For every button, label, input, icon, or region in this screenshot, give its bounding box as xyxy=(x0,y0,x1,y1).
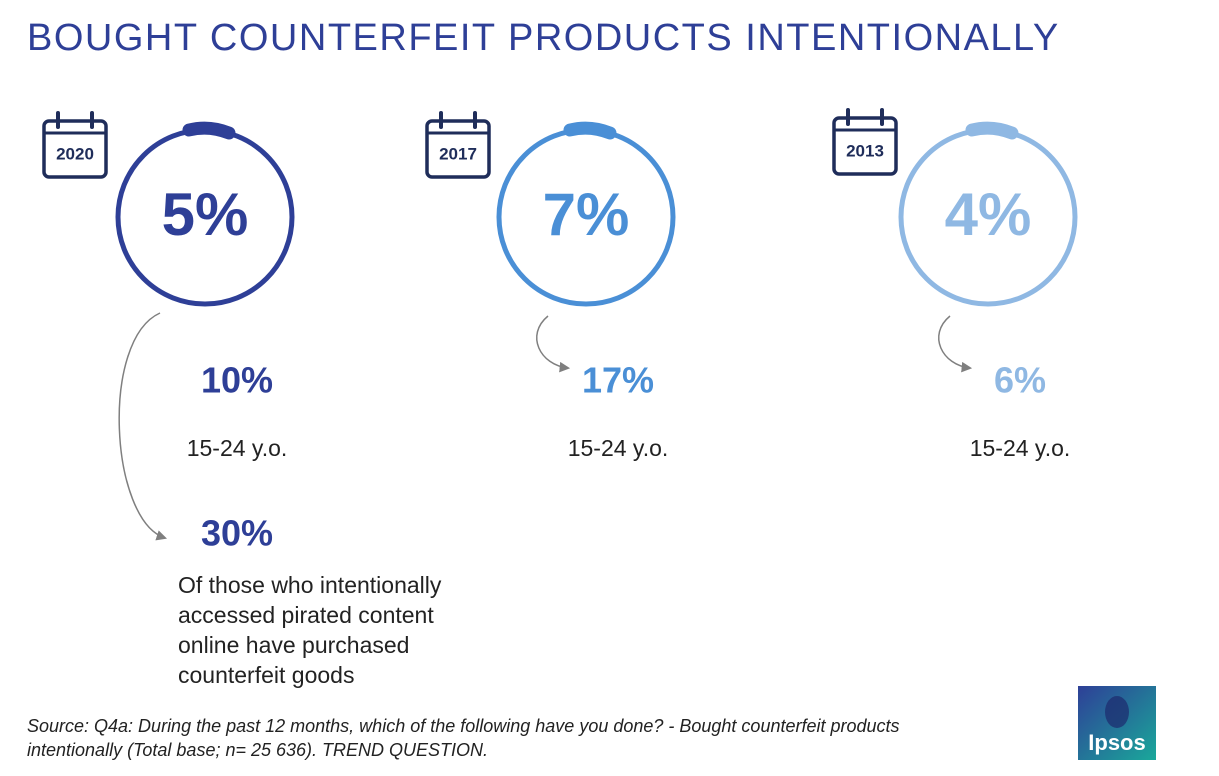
ring-notch xyxy=(182,121,236,140)
year-label: 2017 xyxy=(439,144,477,163)
youth-value: 10% xyxy=(201,360,273,401)
youth-label: 15-24 y.o. xyxy=(187,435,288,461)
source-note: Source: Q4a: During the past 12 months, … xyxy=(27,716,900,736)
youth-label: 15-24 y.o. xyxy=(970,435,1071,461)
arrow xyxy=(938,315,973,373)
total-value: 7% xyxy=(543,181,630,248)
logo-head xyxy=(1105,696,1129,728)
source-note: intentionally (Total base; n= 25 636). T… xyxy=(27,740,488,760)
ring-notch xyxy=(965,121,1019,140)
year-label: 2020 xyxy=(56,144,94,163)
calendar-icon xyxy=(425,119,491,179)
calendar-icon xyxy=(42,119,108,179)
extra-text: accessed pirated content xyxy=(178,602,434,628)
extra-text: Of those who intentionally xyxy=(178,572,442,598)
calendar-icon xyxy=(832,116,898,176)
logo-text: Ipsos xyxy=(1088,730,1145,755)
arrow xyxy=(118,312,167,541)
arrow xyxy=(536,315,571,373)
total-value: 4% xyxy=(945,181,1032,248)
year-label: 2013 xyxy=(846,141,884,160)
youth-label: 15-24 y.o. xyxy=(568,435,669,461)
total-value: 5% xyxy=(162,181,249,248)
extra-value: 30% xyxy=(201,513,273,554)
youth-value: 6% xyxy=(994,360,1046,401)
extra-text: online have purchased xyxy=(178,632,409,658)
page-title: BOUGHT COUNTERFEIT PRODUCTS INTENTIONALL… xyxy=(27,17,1060,59)
extra-text: counterfeit goods xyxy=(178,662,354,688)
ring-notch xyxy=(563,121,617,140)
youth-value: 17% xyxy=(582,360,654,401)
